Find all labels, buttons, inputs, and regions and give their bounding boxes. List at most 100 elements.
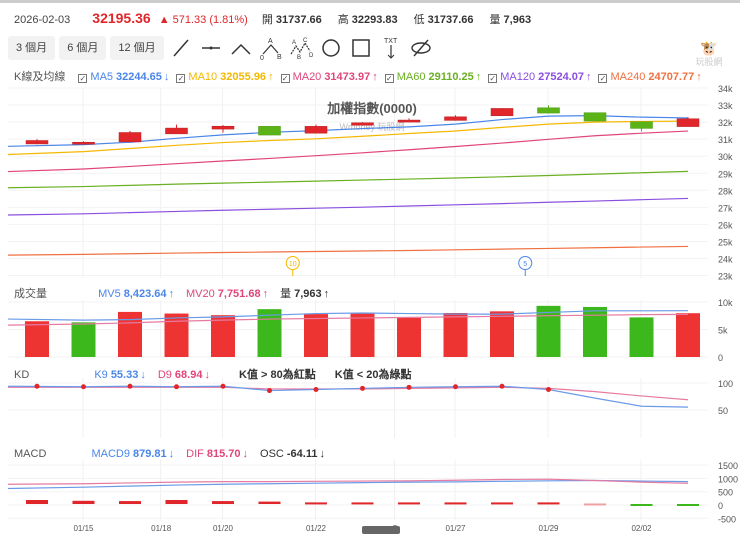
- rectangle-tool-icon[interactable]: [348, 36, 374, 60]
- checkbox-icon[interactable]: ✓: [280, 74, 290, 83]
- low-label: 低: [413, 14, 425, 26]
- legend-item-osc: OSC -64.11 ↓: [260, 448, 325, 460]
- macd-axis-tick: -500: [718, 514, 736, 524]
- trend-arrow-icon: ↓: [140, 369, 146, 381]
- quote-date: 2026-02-03: [14, 14, 71, 26]
- date-axis-tick: 01/15: [73, 524, 94, 533]
- osc-bar: [351, 502, 374, 505]
- legend-value: 32055.96: [220, 71, 267, 83]
- trend-arrow-icon: ↓: [319, 448, 325, 460]
- price-change: ▲ 571.33 (1.81%): [158, 14, 248, 26]
- legend-name: D9: [157, 369, 172, 381]
- legend-item-ma120[interactable]: ✓ MA120 27524.07 ↑: [488, 71, 591, 83]
- k-overbought-dot: [360, 385, 365, 391]
- range-12m-button[interactable]: 12 個月: [110, 36, 164, 60]
- k-overbought-dot: [499, 383, 505, 389]
- checkbox-icon[interactable]: ✓: [384, 74, 394, 83]
- checkbox-icon[interactable]: ✓: [78, 74, 88, 83]
- volume-ma-line-mv20: [7, 313, 689, 326]
- legend-item-ma240[interactable]: ✓ MA240 24707.77 ↑: [598, 71, 702, 83]
- k-overbought-dot: [174, 384, 179, 390]
- osc-bar: [119, 501, 141, 504]
- svg-text:TXT: TXT: [384, 38, 398, 45]
- legend-value: 68.94: [174, 369, 203, 381]
- legend-name: MACD9: [91, 448, 130, 460]
- price-axis-tick: 30k: [718, 152, 733, 162]
- range-6m-button[interactable]: 6 個月: [59, 36, 107, 60]
- legend-name: MA5: [90, 71, 114, 83]
- legend-item-ma20[interactable]: ✓ MA20 31473.97 ↑: [280, 71, 378, 83]
- text-tool-icon[interactable]: TXT: [378, 36, 404, 60]
- ma-legend: K線及均線 ✓ MA5 32244.65 ↓ ✓ MA10 32055.96 ↑ ✓ MA20 31…: [14, 68, 709, 84]
- time-scrollbar-thumb[interactable]: [362, 526, 400, 534]
- volume-bar: [25, 321, 49, 357]
- toolbar: 3 個月 6 個月 12 個月 A B 0 A C B D TXT: [8, 36, 434, 60]
- volume-bar: [71, 322, 96, 357]
- event-marker: [285, 256, 300, 270]
- candle-body: [304, 126, 328, 134]
- legend-name: MA60: [396, 71, 426, 83]
- chart-title: 加權指數(0000): [326, 101, 417, 116]
- hide-drawings-icon[interactable]: [408, 36, 434, 60]
- legend-item-ma5[interactable]: ✓ MA5 32244.65 ↓: [78, 71, 169, 83]
- date-axis-tick: 01/22: [306, 524, 327, 533]
- abcd-tool-icon[interactable]: A C B D: [288, 36, 314, 60]
- range-3m-button[interactable]: 3 個月: [8, 36, 56, 60]
- volume-axis-tick: 0: [718, 353, 723, 363]
- k-overbought-dot: [220, 383, 226, 389]
- svg-text:D: D: [309, 53, 314, 59]
- trend-arrow-icon: ↓: [204, 369, 210, 381]
- volume-bar: [257, 309, 282, 357]
- svg-text:C: C: [303, 38, 308, 44]
- checkbox-icon[interactable]: ✓: [176, 74, 186, 83]
- chart-subtitle: Wmoney 玩股網: [339, 121, 404, 132]
- legend-value: 7,751.68: [217, 288, 261, 300]
- legend-item-d9: D9 68.94 ↓: [158, 369, 210, 381]
- trend-arrow-icon: ↓: [163, 71, 170, 83]
- legend-name: MV5: [98, 288, 121, 300]
- volume-bar: [118, 311, 142, 357]
- trend-arrow-icon: ↑: [372, 71, 378, 83]
- line-tool-icon[interactable]: [168, 36, 194, 60]
- date-axis-tick: 01/29: [538, 524, 559, 533]
- open-value: 31737.66: [275, 14, 322, 26]
- ma-line-ma10: [7, 120, 689, 156]
- volume-bar: [304, 314, 328, 357]
- kd-legend-title: KD: [14, 369, 30, 381]
- low-value: 31737.66: [427, 14, 474, 26]
- event-marker: [518, 256, 533, 270]
- angle-tool-icon[interactable]: [228, 36, 254, 60]
- candle-body: [258, 126, 281, 136]
- legend-value: 55.33: [110, 369, 139, 381]
- osc-bar: [258, 501, 281, 504]
- legend-name: K9: [94, 369, 108, 381]
- abc-tool-icon[interactable]: A B 0: [258, 36, 284, 60]
- legend-item-k9: K9 55.33 ↓: [94, 369, 146, 381]
- osc-bar: [584, 503, 606, 506]
- kd-note-green: K值 < 20為綠點: [334, 369, 412, 381]
- candle-body: [397, 119, 421, 123]
- volume-bar: [676, 313, 700, 357]
- checkbox-icon[interactable]: ✓: [598, 74, 608, 83]
- dif-line: [7, 478, 689, 485]
- osc-bar: [444, 502, 467, 505]
- trend-arrow-icon: ↑: [168, 288, 175, 300]
- legend-item-量: 量 7,963 ↑: [280, 288, 329, 300]
- candle-body: [583, 112, 607, 122]
- circle-tool-icon[interactable]: [318, 36, 344, 60]
- legend-item-ma10[interactable]: ✓ MA10 32055.96 ↑: [176, 71, 274, 83]
- legend-item-mv20: MV20 7,751.68 ↑: [186, 288, 268, 300]
- k-overbought-dot: [34, 383, 40, 389]
- k-overbought-dot: [453, 384, 458, 390]
- legend-item-dif: DIF 815.70 ↓: [186, 448, 248, 460]
- legend-name: MA240: [610, 71, 646, 83]
- ma-line-ma240: [7, 245, 689, 256]
- horizontal-line-tool-icon[interactable]: [198, 36, 224, 60]
- legend-value: 31473.97: [324, 71, 371, 83]
- osc-bar: [630, 504, 653, 506]
- candle-body: [118, 132, 142, 143]
- event-marker-label: 5: [523, 261, 527, 268]
- checkbox-icon[interactable]: ✓: [488, 74, 498, 83]
- legend-item-ma60[interactable]: ✓ MA60 29110.25 ↑: [384, 71, 481, 83]
